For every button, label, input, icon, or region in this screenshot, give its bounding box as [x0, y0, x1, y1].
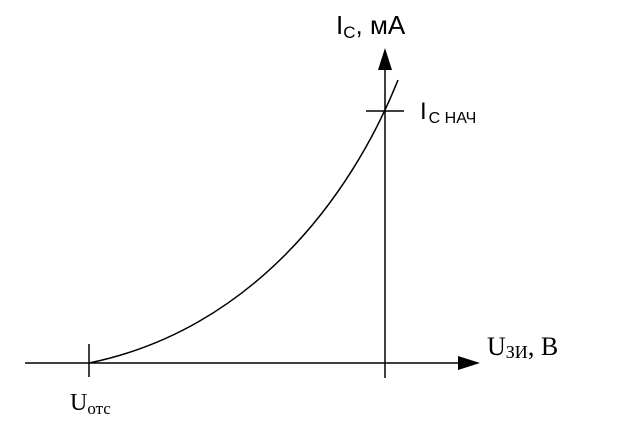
cutoff-label-main: U — [70, 390, 87, 416]
y-axis-arrowhead — [378, 48, 392, 70]
cutoff-label-sub: отс — [87, 399, 111, 418]
x-axis-label-suffix: , В — [528, 332, 558, 361]
x-axis-label-sub: ЗИ — [506, 342, 528, 362]
y-axis-label: IС, мА — [336, 10, 406, 42]
x-axis-label: UЗИ, В — [487, 332, 558, 362]
y-axis-label-suffix: , мА — [356, 10, 406, 40]
ic-start-label-main: I — [420, 98, 427, 125]
transfer-curve — [88, 79, 399, 364]
ic-start-label-sub: С НАЧ — [429, 110, 477, 127]
y-axis-label-main: I — [336, 10, 343, 40]
cutoff-label: Uотс — [70, 390, 111, 418]
y-axis-label-sub: С — [343, 23, 355, 42]
x-axis-label-main: U — [487, 332, 506, 361]
x-axis-arrowhead — [458, 356, 480, 370]
